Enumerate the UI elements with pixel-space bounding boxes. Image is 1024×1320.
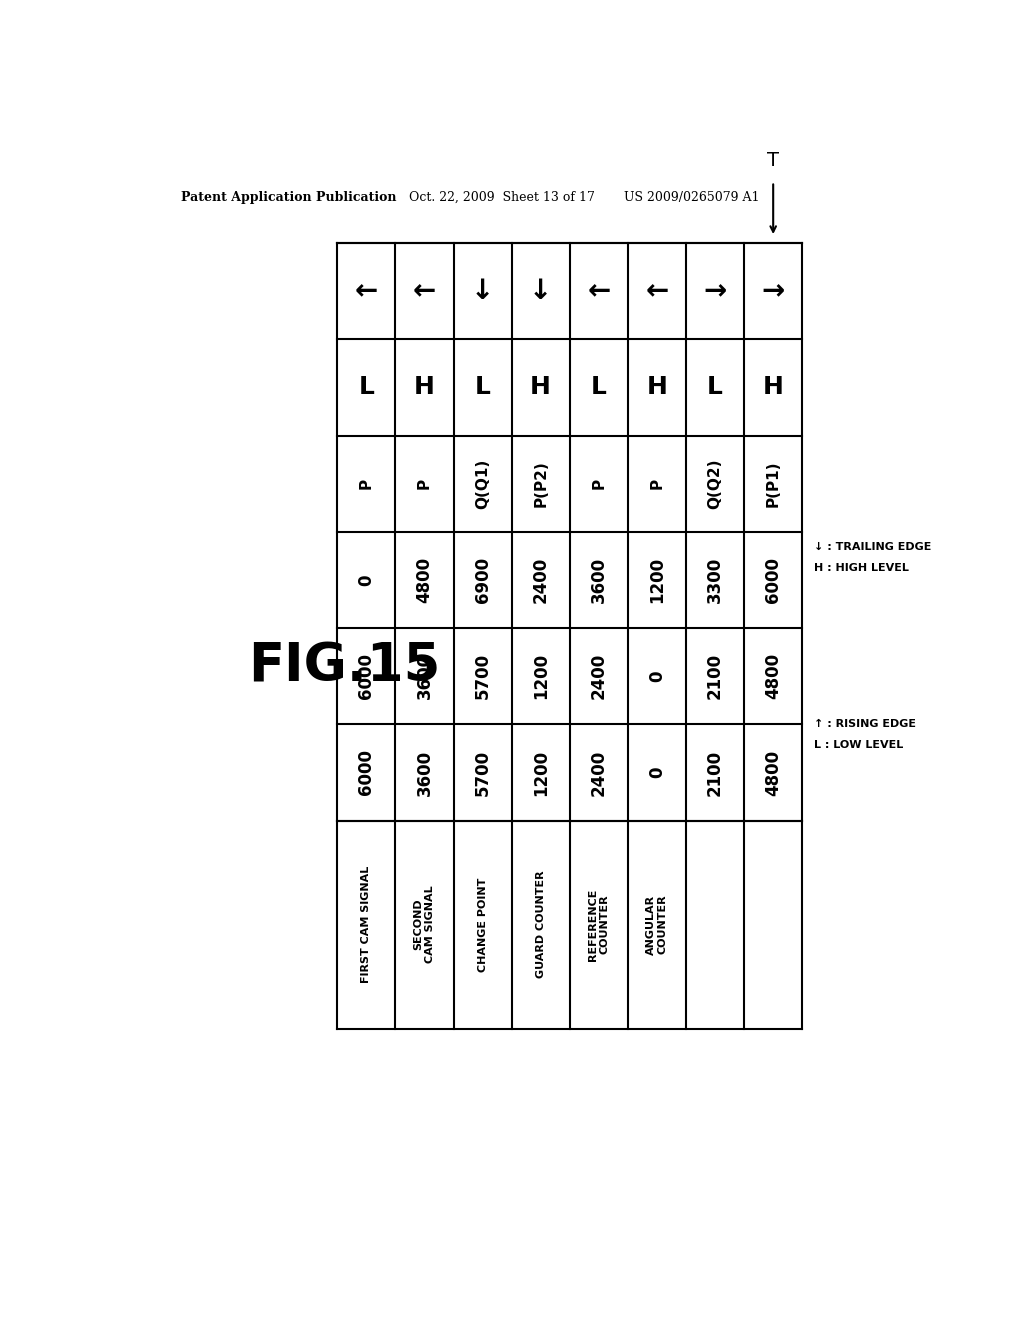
Text: SECOND
CAM SIGNAL: SECOND CAM SIGNAL	[414, 886, 435, 964]
Text: REFERENCE
COUNTER: REFERENCE COUNTER	[588, 888, 609, 961]
Text: P: P	[358, 478, 374, 490]
Text: Oct. 22, 2009  Sheet 13 of 17: Oct. 22, 2009 Sheet 13 of 17	[409, 191, 594, 203]
Text: 2100: 2100	[707, 750, 724, 796]
Text: 1200: 1200	[648, 557, 666, 603]
Text: 2400: 2400	[590, 653, 608, 700]
Text: 3300: 3300	[707, 557, 724, 603]
Text: →: →	[703, 277, 727, 305]
Text: 0: 0	[648, 671, 666, 682]
Text: US 2009/0265079 A1: US 2009/0265079 A1	[624, 191, 760, 203]
Text: 6000: 6000	[357, 653, 376, 700]
Text: H: H	[763, 375, 783, 400]
Text: ↑ : RISING EDGE: ↑ : RISING EDGE	[814, 718, 915, 729]
Text: 2100: 2100	[707, 653, 724, 700]
Text: P(P2): P(P2)	[534, 461, 548, 507]
Text: 6000: 6000	[357, 750, 376, 796]
Text: H: H	[530, 375, 551, 400]
Text: 3600: 3600	[590, 557, 608, 603]
Text: ←: ←	[587, 277, 610, 305]
Text: H : HIGH LEVEL: H : HIGH LEVEL	[814, 564, 908, 573]
Text: GUARD COUNTER: GUARD COUNTER	[536, 871, 546, 978]
Text: P: P	[649, 478, 665, 490]
Text: H: H	[646, 375, 668, 400]
Text: FIRST CAM SIGNAL: FIRST CAM SIGNAL	[361, 866, 372, 983]
Text: Q(Q2): Q(Q2)	[708, 458, 723, 510]
Text: FIG.15: FIG.15	[248, 640, 440, 693]
Text: 3600: 3600	[416, 653, 433, 700]
Text: 1200: 1200	[531, 750, 550, 796]
Text: ↓: ↓	[471, 277, 495, 305]
Text: CHANGE POINT: CHANGE POINT	[477, 878, 487, 972]
Text: 4800: 4800	[416, 557, 433, 603]
Text: 3600: 3600	[416, 750, 433, 796]
Text: L: L	[708, 375, 723, 400]
Text: →: →	[762, 277, 784, 305]
Text: L : LOW LEVEL: L : LOW LEVEL	[814, 741, 903, 750]
Text: ←: ←	[413, 277, 436, 305]
Text: 6900: 6900	[473, 557, 492, 603]
Text: Patent Application Publication: Patent Application Publication	[180, 191, 396, 203]
Text: Q(Q1): Q(Q1)	[475, 458, 490, 508]
Text: P(P1): P(P1)	[766, 461, 780, 507]
Text: 1200: 1200	[531, 653, 550, 700]
Text: L: L	[358, 375, 374, 400]
Text: H: H	[414, 375, 435, 400]
Text: 2400: 2400	[531, 557, 550, 603]
Text: ↓ : TRAILING EDGE: ↓ : TRAILING EDGE	[814, 543, 931, 552]
Text: 2400: 2400	[590, 750, 608, 796]
Text: ↓: ↓	[529, 277, 552, 305]
Text: T: T	[767, 150, 779, 170]
Text: L: L	[475, 375, 490, 400]
Text: L: L	[591, 375, 607, 400]
Text: ANGULAR
COUNTER: ANGULAR COUNTER	[646, 895, 668, 954]
Text: ←: ←	[354, 277, 378, 305]
Text: 4800: 4800	[764, 750, 782, 796]
Text: P: P	[417, 478, 432, 490]
Text: 6000: 6000	[764, 557, 782, 603]
Text: 5700: 5700	[473, 653, 492, 700]
Text: 5700: 5700	[473, 750, 492, 796]
Text: ←: ←	[645, 277, 669, 305]
Text: 0: 0	[357, 574, 376, 586]
Text: 4800: 4800	[764, 653, 782, 700]
Text: 0: 0	[648, 767, 666, 779]
Text: P: P	[591, 478, 606, 490]
